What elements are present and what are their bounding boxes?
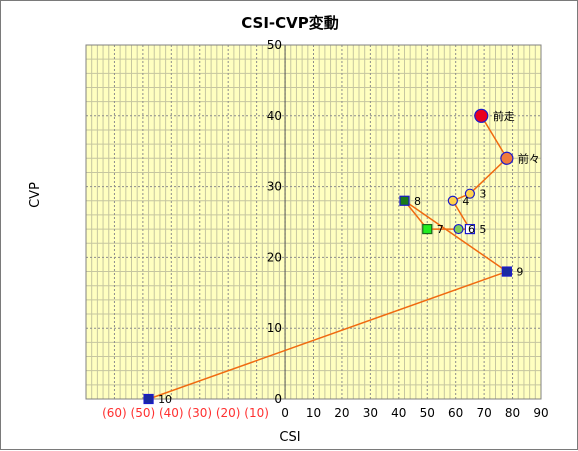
x-tick-label: (30) <box>187 406 212 420</box>
data-point <box>143 393 154 405</box>
data-label: 前々 <box>518 151 540 165</box>
x-tick-label: 90 <box>533 406 548 420</box>
x-tick-label: 80 <box>505 406 520 420</box>
x-tick-label: (10) <box>244 406 269 420</box>
data-label: 5 <box>479 223 486 236</box>
data-label: 10 <box>158 393 172 406</box>
data-point <box>501 266 512 277</box>
y-tick-label: 40 <box>267 109 282 123</box>
y-tick-label: 0 <box>274 392 282 406</box>
data-label: 4 <box>462 195 469 208</box>
data-point <box>447 195 458 206</box>
x-tick-label: 30 <box>363 406 378 420</box>
chart-title: CSI-CVP変動 <box>241 14 339 32</box>
x-tick-label: 50 <box>420 406 435 420</box>
data-point <box>453 223 464 235</box>
series-line <box>148 115 509 400</box>
x-tick-label: 20 <box>334 406 349 420</box>
data-point <box>500 151 514 165</box>
data-label: 9 <box>516 266 523 279</box>
x-tick-label: (20) <box>216 406 241 420</box>
data-label: 3 <box>479 188 486 201</box>
x-tick-label: 60 <box>448 406 463 420</box>
data-label: 8 <box>414 195 421 208</box>
data-point <box>399 195 410 206</box>
data-label: 7 <box>437 223 444 236</box>
data-label: 6 <box>468 223 475 236</box>
data-point <box>474 108 489 123</box>
plot-border <box>85 44 542 400</box>
x-tick-label: 0 <box>281 406 289 420</box>
x-tick-label: 40 <box>391 406 406 420</box>
y-tick-label: 20 <box>267 250 282 264</box>
y-tick-label: 30 <box>267 180 282 194</box>
x-tick-label: (40) <box>159 406 184 420</box>
y-tick-label: 10 <box>267 321 282 335</box>
x-tick-label: (60) <box>102 406 127 420</box>
x-tick-label: (50) <box>131 406 156 420</box>
x-axis-title: CSI <box>279 430 300 445</box>
y-tick-label: 50 <box>267 38 282 52</box>
data-point <box>464 223 476 235</box>
data-point <box>464 188 476 199</box>
y-axis-title: CVP <box>28 182 43 208</box>
data-label: 前走 <box>493 109 515 123</box>
x-tick-label: 70 <box>476 406 491 420</box>
data-point <box>422 223 433 235</box>
x-tick-label: 10 <box>306 406 321 420</box>
